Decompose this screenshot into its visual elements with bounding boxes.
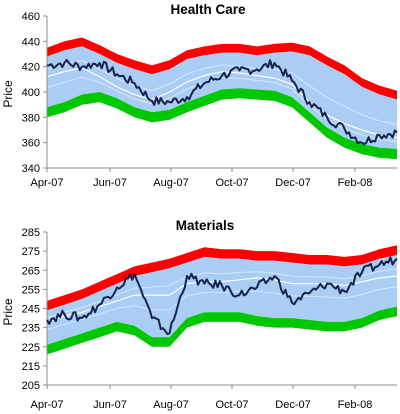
center-line xyxy=(46,275,398,323)
axes: 340 360 380 400 420 440 460 Apr-07 Jun-07 Aug-07 O… xyxy=(22,11,397,189)
inner-lower-line xyxy=(46,76,398,143)
chart-title: Materials xyxy=(176,218,235,233)
price-line xyxy=(46,256,398,335)
x-tick-label: Aug-07 xyxy=(153,399,188,411)
chart-title: Health Care xyxy=(170,2,246,17)
inner-upper-line xyxy=(46,268,398,319)
lower-band-area xyxy=(47,306,397,355)
y-tick-label: 215 xyxy=(22,361,40,373)
x-tick-label: Dec-07 xyxy=(275,399,310,411)
center-line xyxy=(46,67,398,139)
price-line xyxy=(46,58,398,146)
inner-lower-line xyxy=(46,286,398,331)
band-areas xyxy=(46,37,398,160)
y-tick-label: 340 xyxy=(22,163,40,175)
x-tick-label: Oct-07 xyxy=(215,177,248,189)
y-tick-label: 225 xyxy=(22,342,40,354)
x-tick-label: Apr-07 xyxy=(30,177,63,189)
y-tick-label: 245 xyxy=(22,304,40,316)
y-tick-label: 255 xyxy=(22,284,40,296)
band-areas xyxy=(46,245,398,355)
lower-band-area xyxy=(47,88,397,160)
price-series xyxy=(46,256,398,335)
x-tick-label: Jun-07 xyxy=(93,177,127,189)
x-tick-label: Aug-07 xyxy=(153,177,188,189)
y-tick-label: 440 xyxy=(22,36,40,48)
y-axis-label: Price xyxy=(1,298,15,326)
y-axis-label: Price xyxy=(1,80,15,108)
y-tick-label: 460 xyxy=(22,11,40,23)
chart-panel-materials: Materials Price 205 215 225 235 245 255 265 275… xyxy=(1,218,398,411)
y-tick-label: 275 xyxy=(22,246,40,258)
y-tick-label: 265 xyxy=(22,265,40,277)
y-tick-label: 420 xyxy=(22,62,40,74)
middle-band-area xyxy=(47,46,397,149)
axes: 205 215 225 235 245 255 265 275 285 Apr-07 Jun-07 A… xyxy=(22,227,397,411)
middle-band-area xyxy=(47,255,397,345)
y-tick-label: 360 xyxy=(22,138,40,150)
chart-panel-health-care: Health Care Price 340 360 380 400 420 440 460 A… xyxy=(1,2,398,189)
y-tick-label: 380 xyxy=(22,112,40,124)
y-tick-label: 205 xyxy=(22,380,40,392)
upper-band-area xyxy=(47,245,397,311)
x-tick-label: Dec-07 xyxy=(275,177,310,189)
y-tick-label: 285 xyxy=(22,227,40,239)
price-series xyxy=(46,58,398,146)
y-tick-label: 400 xyxy=(22,87,40,99)
upper-band-area xyxy=(47,37,397,100)
x-tick-label: Oct-07 xyxy=(215,399,248,411)
inner-upper-line xyxy=(46,59,398,125)
x-tick-label: Jun-07 xyxy=(93,399,127,411)
x-tick-label: Feb-08 xyxy=(338,177,373,189)
x-tick-label: Apr-07 xyxy=(30,399,63,411)
x-tick-label: Feb-08 xyxy=(338,399,373,411)
y-tick-label: 235 xyxy=(22,323,40,335)
